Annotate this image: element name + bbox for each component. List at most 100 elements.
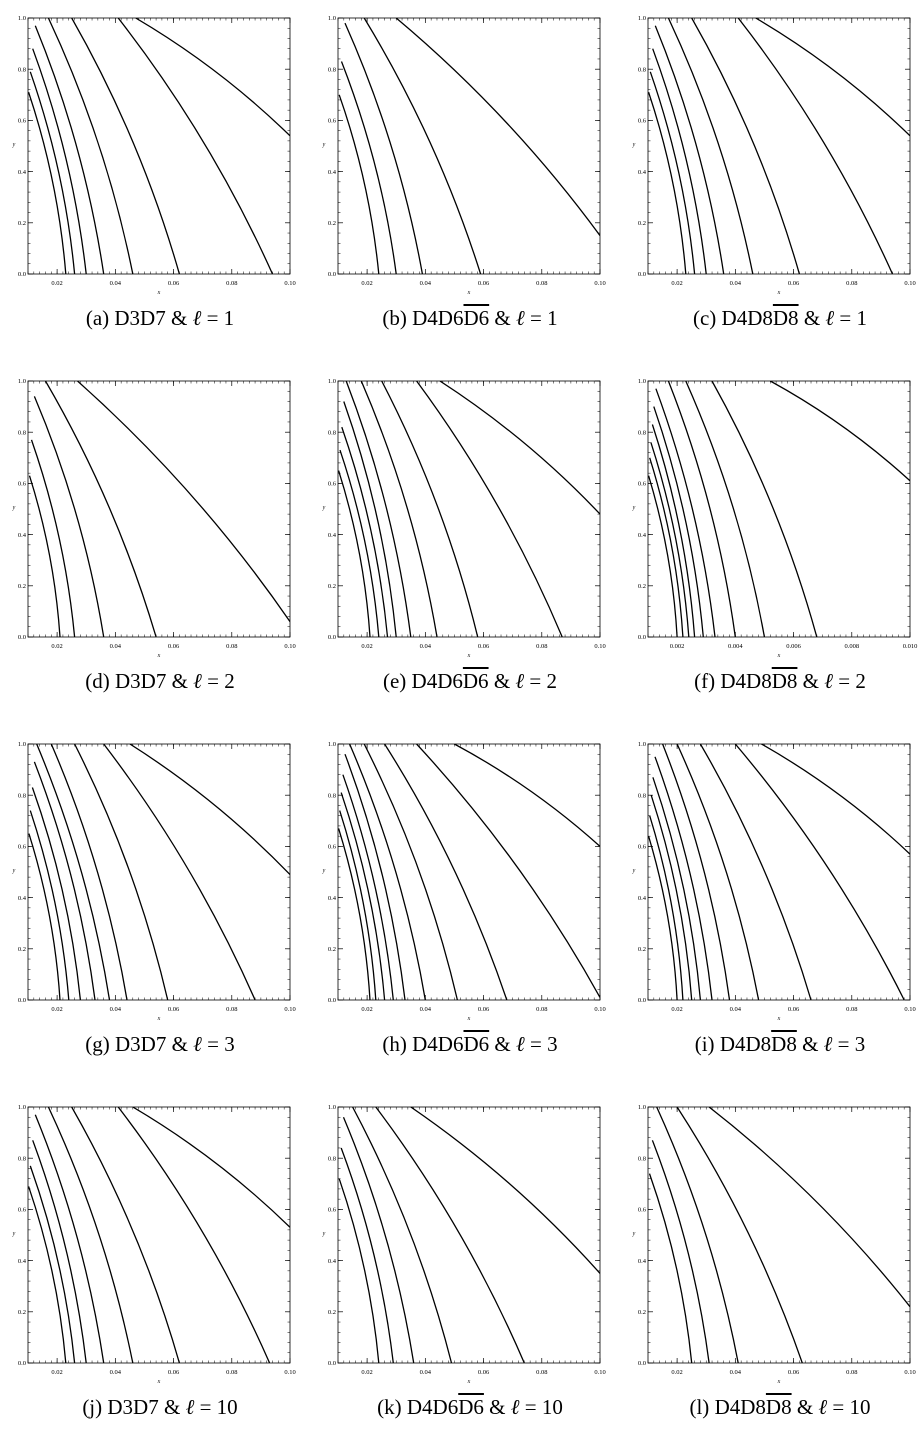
x-tick-label: 0.06: [168, 280, 180, 287]
y-axis-label: y: [322, 505, 326, 511]
y-tick-label: 0.8: [328, 792, 336, 799]
x-tick-label: 0.04: [110, 280, 122, 287]
x-tick-label: 0.04: [110, 1369, 122, 1376]
contour-curve: [341, 426, 389, 637]
y-tick-label: 0.2: [328, 583, 336, 590]
y-tick-label: 0.6: [638, 481, 647, 488]
contour-curve: [340, 792, 386, 1000]
panel-letter: (a): [85, 306, 115, 330]
plot-panel-j: 0.02 0.04 0.06 0.08 0.10 0.0 0.2 0.4 0.6 0.8 1.0 x y…: [10, 1099, 310, 1439]
x-tick-label: 0.04: [730, 1006, 742, 1013]
x-tick-label: 0.06: [168, 1369, 180, 1376]
contour-curve: [755, 18, 910, 137]
y-tick-label: 0.0: [18, 1360, 26, 1367]
contour-plot: 0.02 0.04 0.06 0.08 0.10 0.0 0.2 0.4 0.6 0.8 1.0 x y: [632, 1104, 916, 1385]
x-tick-label: 0.08: [536, 280, 547, 287]
contour-curve: [343, 401, 397, 637]
contour-curve: [651, 424, 696, 637]
contour-curve: [650, 442, 690, 637]
model-name: D4D8: [714, 1395, 766, 1419]
x-tick-label: 0.04: [420, 643, 432, 650]
model-overline: D8: [772, 306, 799, 330]
contour-curve: [29, 71, 76, 274]
x-axis-label: x: [157, 1016, 161, 1022]
contour-curve: [676, 744, 760, 1000]
contour-curve: [454, 744, 600, 847]
contour-curve: [655, 388, 716, 637]
panel-caption: (d) D3D7 & ℓ = 2: [85, 669, 235, 693]
contour-curve: [29, 810, 70, 1000]
panel-letter: (j): [82, 1395, 108, 1419]
contour-curve: [32, 48, 87, 274]
x-tick-label: 0.02: [51, 1006, 62, 1013]
x-tick-label: 0.06: [478, 643, 490, 650]
y-tick-label: 0.4: [328, 532, 337, 539]
panel-caption: (j) D3D7 & ℓ = 10: [82, 1395, 238, 1419]
ell-value: 3: [224, 1032, 235, 1056]
x-tick-label: 0.06: [168, 643, 180, 650]
y-tick-label: 0.8: [638, 66, 646, 73]
y-tick-label: 0.2: [328, 1309, 336, 1316]
y-tick-label: 0.2: [638, 1309, 646, 1316]
contour-plot: 0.02 0.04 0.06 0.08 0.10 0.0 0.2 0.4 0.6 0.8 1.0 x y: [12, 1104, 296, 1385]
contour-curve: [439, 381, 600, 515]
contour-curve: [651, 1140, 710, 1363]
plot-panel-g: 0.02 0.04 0.06 0.08 0.10 0.0 0.2 0.4 0.6 0.8 1.0 x y…: [10, 736, 310, 1076]
model-name: D4D8: [720, 669, 772, 693]
y-tick-label: 1.0: [328, 378, 336, 385]
x-tick-label: 0.04: [420, 280, 432, 287]
contour-curve: [103, 744, 256, 1000]
contour-plot: 0.02 0.04 0.06 0.08 0.10 0.0 0.2 0.4 0.6 0.8 1.0 x y: [12, 378, 296, 659]
x-tick-label: 0.02: [671, 1006, 682, 1013]
contour-curve: [661, 744, 731, 1000]
x-tick-label: 0.08: [536, 1369, 547, 1376]
contour-curve: [648, 475, 678, 637]
ell-value: 3: [547, 1032, 558, 1056]
y-tick-label: 0.8: [638, 792, 646, 799]
y-tick-label: 0.8: [328, 66, 336, 73]
model-overline: D6: [463, 306, 490, 330]
plot-frame: [337, 380, 601, 638]
x-axis-label: x: [467, 1016, 471, 1022]
model-name: D3D7: [107, 1395, 159, 1419]
x-axis-label: x: [157, 290, 161, 296]
panel-letter: (i): [694, 1032, 720, 1056]
contour-curve: [71, 1107, 181, 1363]
plot-panel-h: 0.02 0.04 0.06 0.08 0.10 0.0 0.2 0.4 0.6 0.8 1.0 x y…: [320, 736, 620, 1076]
plot-panel-l: 0.02 0.04 0.06 0.08 0.10 0.0 0.2 0.4 0.6 0.8 1.0 x y…: [630, 1099, 924, 1439]
x-tick-label: 0.10: [594, 1006, 605, 1013]
contour-curve: [699, 744, 812, 1000]
y-tick-label: 0.0: [328, 271, 336, 278]
model-name: D4D6: [412, 306, 464, 330]
y-tick-label: 0.6: [638, 844, 647, 851]
y-tick-label: 1.0: [18, 15, 26, 22]
ell-symbol: ℓ: [824, 669, 833, 693]
plot-panel-i: 0.02 0.04 0.06 0.08 0.10 0.0 0.2 0.4 0.6 0.8 1.0 x y…: [630, 736, 924, 1076]
contour-curve: [74, 744, 169, 1000]
y-tick-label: 0.4: [328, 169, 337, 176]
y-tick-label: 0.8: [18, 792, 26, 799]
contour-curve: [363, 18, 482, 274]
y-tick-label: 0.2: [638, 583, 646, 590]
contour-curve: [117, 18, 274, 274]
contour-curve: [649, 457, 684, 637]
contour-curve: [344, 22, 424, 274]
model-overline: D6: [462, 669, 489, 693]
x-tick-label: 0.06: [788, 1006, 800, 1013]
contour-curve: [410, 1107, 600, 1274]
contour-plot: 0.02 0.04 0.06 0.08 0.10 0.0 0.2 0.4 0.6 0.8 1.0 x y: [322, 741, 606, 1022]
plot-panel-k: 0.02 0.04 0.06 0.08 0.10 0.0 0.2 0.4 0.6 0.8 1.0 x y…: [320, 1099, 620, 1439]
y-tick-label: 0.4: [638, 532, 647, 539]
x-axis-label: x: [467, 1379, 471, 1385]
contour-curve: [708, 1107, 910, 1308]
y-tick-label: 0.0: [638, 1360, 646, 1367]
model-name: D4D6: [412, 1032, 464, 1056]
contour-curve: [395, 18, 600, 236]
y-tick-label: 1.0: [18, 378, 26, 385]
y-axis-label: y: [12, 505, 16, 511]
contour-curve: [384, 744, 508, 1000]
contour-curve: [667, 381, 736, 637]
x-tick-label: 0.06: [168, 1006, 180, 1013]
contour-curve: [691, 18, 801, 274]
